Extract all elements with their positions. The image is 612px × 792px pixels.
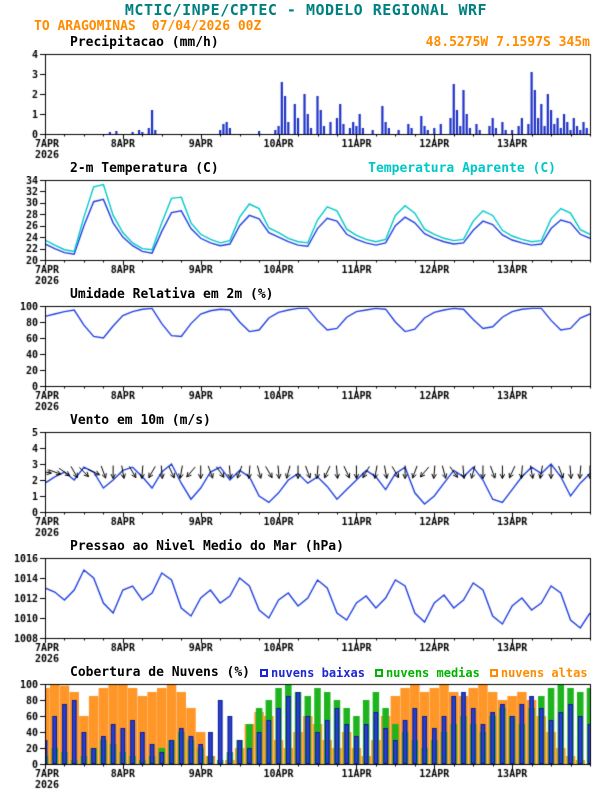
station-coordinates: 48.5275W 7.1597S 345m <box>425 35 590 50</box>
legend-item-mid-clouds: nuvens medias <box>374 666 480 680</box>
legend-swatch-high-clouds-icon <box>489 669 498 677</box>
panel-cloud-cover: Cobertura de Nuvens (%) nuvens baixas nu… <box>0 664 612 790</box>
panel-header-humidity: Umidade Relativa em 2m (%) <box>0 286 612 302</box>
panel-humidity: Umidade Relativa em 2m (%) <box>0 286 612 412</box>
run-info-line: TO ARAGOMINAS 07/04/2026 00Z <box>0 19 612 34</box>
panel-temperature: 2-m Temperatura (C) Temperatura Aparente… <box>0 160 612 286</box>
legend-item-low-clouds: nuvens baixas <box>260 666 365 680</box>
panel-header-temperature: 2-m Temperatura (C) Temperatura Aparente… <box>0 160 612 176</box>
station-name: TO ARAGOMINAS <box>34 19 136 34</box>
legend-swatch-mid-clouds-icon <box>374 669 383 677</box>
cloud-legend: nuvens baixas nuvens medias nuvens altas <box>260 666 588 680</box>
panel-title-precipitation: Precipitacao (mm/h) <box>70 35 219 50</box>
chart-rh <box>0 302 612 412</box>
panel-header-wind: Vento em 10m (m/s) <box>0 412 612 428</box>
chart-clouds <box>0 680 612 790</box>
panel-title-humidity: Umidade Relativa em 2m (%) <box>70 287 274 302</box>
panel-header-cloud-cover: Cobertura de Nuvens (%) nuvens baixas nu… <box>0 664 612 680</box>
legend-label-high-clouds: nuvens altas <box>500 666 588 680</box>
panel-wind: Vento em 10m (m/s) <box>0 412 612 538</box>
legend-label-low-clouds: nuvens baixas <box>271 666 365 680</box>
chart-precip <box>0 50 612 160</box>
panel-title-cloud-cover: Cobertura de Nuvens (%) <box>70 665 251 680</box>
chart-pressure <box>0 554 612 664</box>
chart-wind <box>0 428 612 538</box>
chart-temp <box>0 176 612 286</box>
panel-precipitation: Precipitacao (mm/h) 48.5275W 7.1597S 345… <box>0 34 612 160</box>
model-title: MCTIC/INPE/CPTEC - MODELO REGIONAL WRF <box>124 1 488 19</box>
panel-header-pressure: Pressao ao Nivel Medio do Mar (hPa) <box>0 538 612 554</box>
panel-header-precipitation: Precipitacao (mm/h) 48.5275W 7.1597S 345… <box>0 34 612 50</box>
panel-title-temperature: 2-m Temperatura (C) <box>70 161 219 176</box>
panel-title-wind: Vento em 10m (m/s) <box>70 413 211 428</box>
legend-label-mid-clouds: nuvens medias <box>385 666 480 680</box>
panel-pressure: Pressao ao Nivel Medio do Mar (hPa) <box>0 538 612 664</box>
apparent-temperature-label: Temperatura Aparente (C) <box>368 161 556 176</box>
legend-item-high-clouds: nuvens altas <box>489 666 588 680</box>
legend-swatch-low-clouds-icon <box>260 669 269 677</box>
panel-title-pressure: Pressao ao Nivel Medio do Mar (hPa) <box>70 539 344 554</box>
run-datetime: 07/04/2026 00Z <box>151 19 262 34</box>
